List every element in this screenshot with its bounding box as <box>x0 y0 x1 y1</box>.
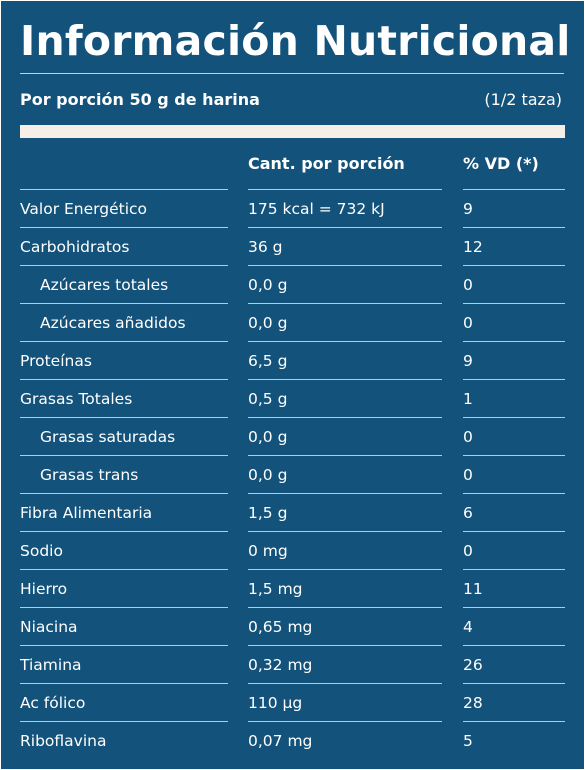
table-row: Valor Energético 175 kcal = 732 kJ 9 <box>20 190 565 228</box>
nutrient-amount: 0,5 g <box>248 380 442 418</box>
nutrient-amount: 0,0 g <box>248 266 442 304</box>
table-header: Cant. por porción % VD (*) <box>20 138 565 190</box>
table-row: Hierro 1,5 mg 11 <box>20 570 565 608</box>
serving-size: Por porción 50 g de harina <box>20 90 260 109</box>
header-nutrient <box>20 138 228 190</box>
nutrient-daily-value: 0 <box>463 266 565 304</box>
nutrient-name: Sodio <box>20 532 228 570</box>
nutrient-daily-value: 6 <box>463 494 565 532</box>
nutrient-name: Valor Energético <box>20 190 228 228</box>
nutrient-amount: 1,5 g <box>248 494 442 532</box>
table-row: Tiamina 0,32 mg 26 <box>20 646 565 684</box>
nutrient-name: Grasas trans <box>20 456 228 494</box>
nutrient-name: Ac fólico <box>20 684 228 722</box>
nutrient-daily-value: 12 <box>463 228 565 266</box>
nutrient-name: Niacina <box>20 608 228 646</box>
nutrient-amount: 0,0 g <box>248 304 442 342</box>
nutrient-amount: 0,65 mg <box>248 608 442 646</box>
table-row: Fibra Alimentaria 1,5 g 6 <box>20 494 565 532</box>
nutrient-name: Tiamina <box>20 646 228 684</box>
table-row: Carbohidratos 36 g 12 <box>20 228 565 266</box>
table-row: Sodio 0 mg 0 <box>20 532 565 570</box>
nutrient-name: Fibra Alimentaria <box>20 494 228 532</box>
table-row: Niacina 0,65 mg 4 <box>20 608 565 646</box>
page-title: Información Nutricional <box>20 17 571 65</box>
nutrient-name: Azúcares añadidos <box>20 304 228 342</box>
nutrient-daily-value: 26 <box>463 646 565 684</box>
nutrient-daily-value: 0 <box>463 532 565 570</box>
nutrient-daily-value: 9 <box>463 342 565 380</box>
nutrient-daily-value: 9 <box>463 190 565 228</box>
nutrient-name: Proteínas <box>20 342 228 380</box>
table-row: Grasas trans 0,0 g 0 <box>20 456 565 494</box>
nutrient-name: Grasas saturadas <box>20 418 228 456</box>
nutrient-daily-value: 0 <box>463 418 565 456</box>
serving-note: (1/2 taza) <box>484 90 562 109</box>
title-divider <box>20 73 564 74</box>
nutrient-name: Riboflavina <box>20 732 107 750</box>
nutrient-amount: 110 µg <box>248 684 442 722</box>
table-row: Azúcares totales 0,0 g 0 <box>20 266 565 304</box>
header-daily-value: % VD (*) <box>463 138 565 190</box>
nutrient-name: Carbohidratos <box>20 228 228 266</box>
table-row: Grasas Totales 0,5 g 1 <box>20 380 565 418</box>
nutrient-daily-value: 1 <box>463 380 565 418</box>
header-bar <box>20 125 565 138</box>
header-amount: Cant. por porción <box>248 138 442 190</box>
nutrient-daily-value: 0 <box>463 456 565 494</box>
nutrient-daily-value: 4 <box>463 608 565 646</box>
nutrient-daily-value: 11 <box>463 570 565 608</box>
nutrient-amount: 36 g <box>248 228 442 266</box>
nutrient-daily-value: 5 <box>463 732 473 750</box>
nutrient-amount: 6,5 g <box>248 342 442 380</box>
nutrition-table: Valor Energético 175 kcal = 732 kJ 9 Carboh… <box>20 190 565 760</box>
nutrient-amount: 0,0 g <box>248 418 442 456</box>
nutrient-daily-value: 0 <box>463 304 565 342</box>
table-row: Grasas saturadas 0,0 g 0 <box>20 418 565 456</box>
nutrient-amount: 175 kcal = 732 kJ <box>248 190 442 228</box>
nutrient-amount: 0,32 mg <box>248 646 442 684</box>
nutrient-amount: 0,07 mg <box>248 732 313 750</box>
nutrient-name: Azúcares totales <box>20 266 228 304</box>
table-row: Proteínas 6,5 g 9 <box>20 342 565 380</box>
nutrient-name: Hierro <box>20 570 228 608</box>
table-row: Riboflavina 0,07 mg 5 <box>20 722 565 760</box>
nutrient-daily-value: 28 <box>463 684 565 722</box>
nutrient-name: Grasas Totales <box>20 380 228 418</box>
table-row: Ac fólico 110 µg 28 <box>20 684 565 722</box>
table-row: Azúcares añadidos 0,0 g 0 <box>20 304 565 342</box>
nutrient-amount: 1,5 mg <box>248 570 442 608</box>
nutrient-amount: 0,0 g <box>248 456 442 494</box>
nutrient-amount: 0 mg <box>248 532 442 570</box>
